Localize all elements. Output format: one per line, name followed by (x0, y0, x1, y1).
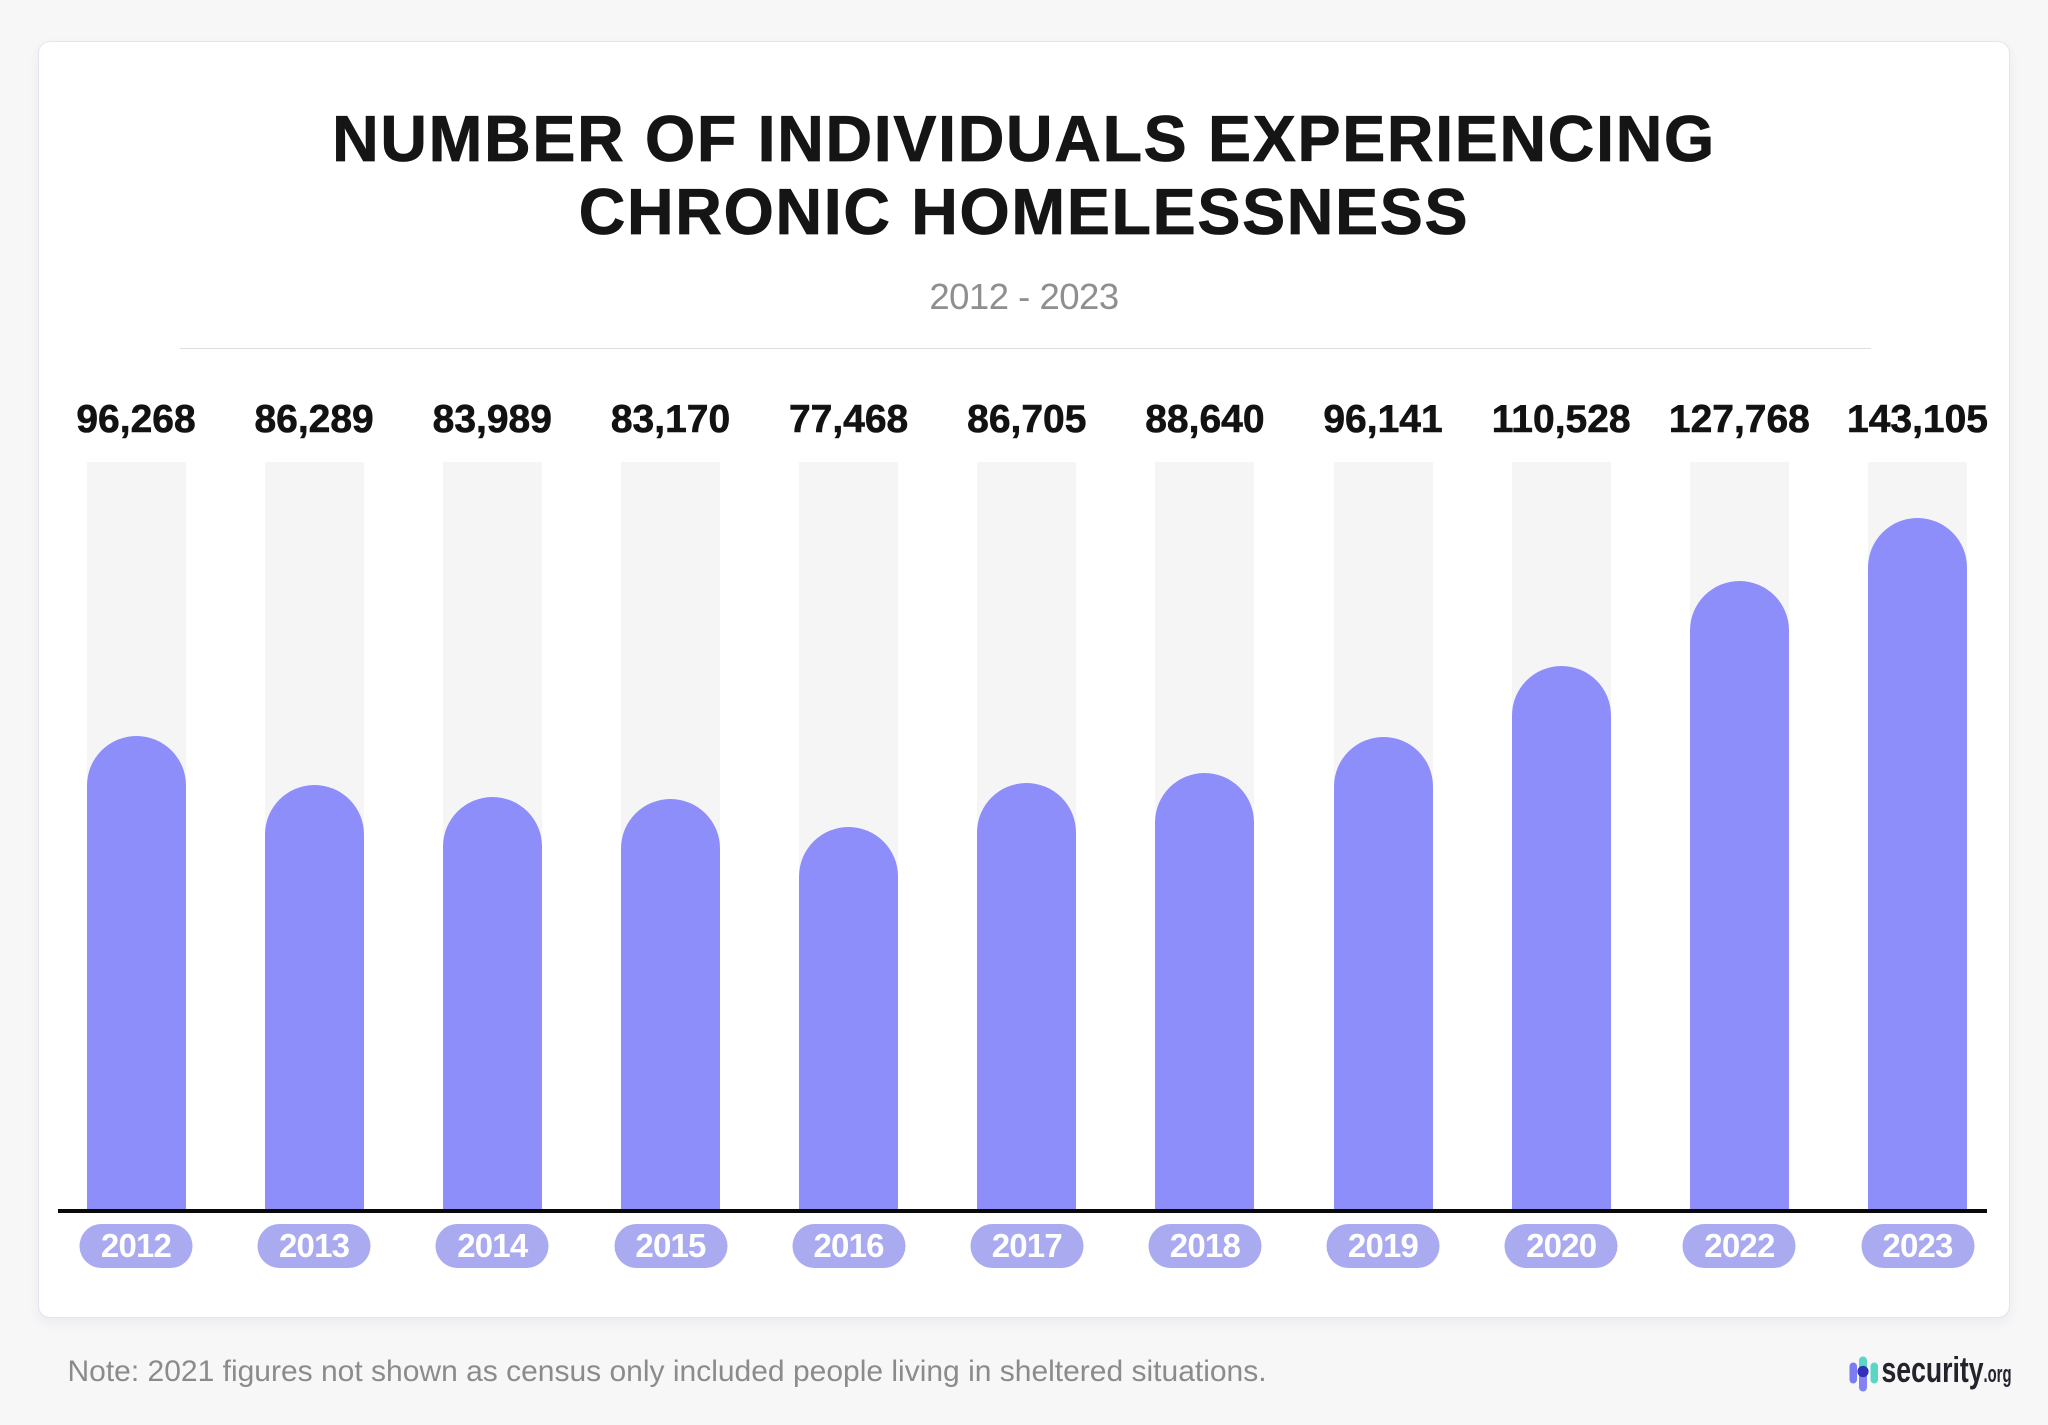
svg-text:.org: .org (1983, 1361, 2011, 1388)
svg-text:security: security (1881, 1356, 1983, 1390)
